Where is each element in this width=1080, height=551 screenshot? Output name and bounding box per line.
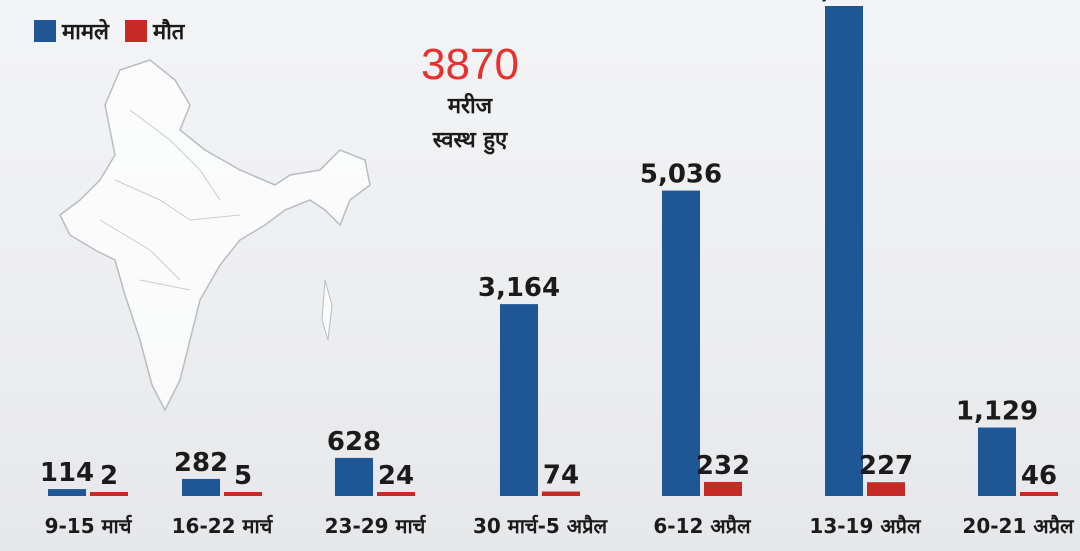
deaths-value-label-0: 2 xyxy=(100,461,118,491)
recovered-text-line1: मरीज xyxy=(447,94,493,119)
cases-value-label-2: 628 xyxy=(327,427,381,457)
chart-legend: मामले मौत xyxy=(34,16,192,46)
recovered-callout: 3870 मरीज स्वस्थ हुए xyxy=(395,40,545,158)
deaths-bar-5 xyxy=(867,482,905,496)
legend-label-cases: मामले xyxy=(62,20,109,45)
x-tick-label-0: 9-15 मार्च xyxy=(45,514,133,538)
x-tick-label-2: 23-29 मार्च xyxy=(325,514,427,538)
deaths-bar-4 xyxy=(704,481,742,496)
cases-value-label-5: 8,080 xyxy=(803,0,885,5)
cases-bar-0 xyxy=(48,489,86,496)
cases-value-label-4: 5,036 xyxy=(640,160,722,190)
deaths-value-label-5: 227 xyxy=(859,451,913,481)
recovered-text-line2: स्वस्थ हुए xyxy=(432,128,508,153)
deaths-value-label-2: 24 xyxy=(378,461,414,491)
deaths-bar-1 xyxy=(224,492,262,496)
cases-value-label-3: 3,164 xyxy=(478,273,560,303)
cases-bar-3 xyxy=(500,304,538,496)
deaths-bar-2 xyxy=(377,492,415,496)
deaths-value-label-3: 74 xyxy=(543,461,579,491)
legend-item-cases: मामले xyxy=(34,16,109,46)
cases-value-label-1: 282 xyxy=(174,448,228,478)
legend-swatch-cases xyxy=(34,20,56,42)
legend-swatch-deaths xyxy=(124,20,147,42)
deaths-value-label-6: 46 xyxy=(1021,461,1057,491)
x-tick-label-1: 16-22 मार्च xyxy=(172,514,274,538)
cases-value-label-6: 1,129 xyxy=(956,397,1038,427)
cases-bar-1 xyxy=(182,478,220,496)
india-map-icon xyxy=(59,59,371,412)
legend-label-deaths: मौत xyxy=(152,20,185,45)
deaths-bar-0 xyxy=(90,492,128,496)
x-tick-label-4: 6-12 अप्रैल xyxy=(653,514,752,538)
deaths-bar-3 xyxy=(542,491,580,496)
x-tick-label-5: 13-19 अप्रैल xyxy=(809,514,922,538)
legend-item-deaths: मौत xyxy=(124,16,185,46)
x-axis-labels: 9-15 मार्च 16-22 मार्च 23-29 मार्च 30 मार्च… xyxy=(45,514,1075,538)
cases-bar-5 xyxy=(825,6,863,496)
cases-bar-4 xyxy=(662,190,700,497)
x-tick-label-6: 20-21 अप्रैल xyxy=(962,514,1075,538)
cases-value-label-0: 114 xyxy=(40,458,94,488)
deaths-value-label-4: 232 xyxy=(696,451,750,481)
cases-bar-6 xyxy=(978,427,1016,496)
deaths-value-label-1: 5 xyxy=(234,461,252,491)
deaths-bar-6 xyxy=(1020,492,1058,496)
recovered-count: 3870 xyxy=(421,40,519,89)
x-tick-label-3: 30 मार्च-5 अप्रैल xyxy=(473,514,608,538)
cases-bar-2 xyxy=(335,457,373,496)
